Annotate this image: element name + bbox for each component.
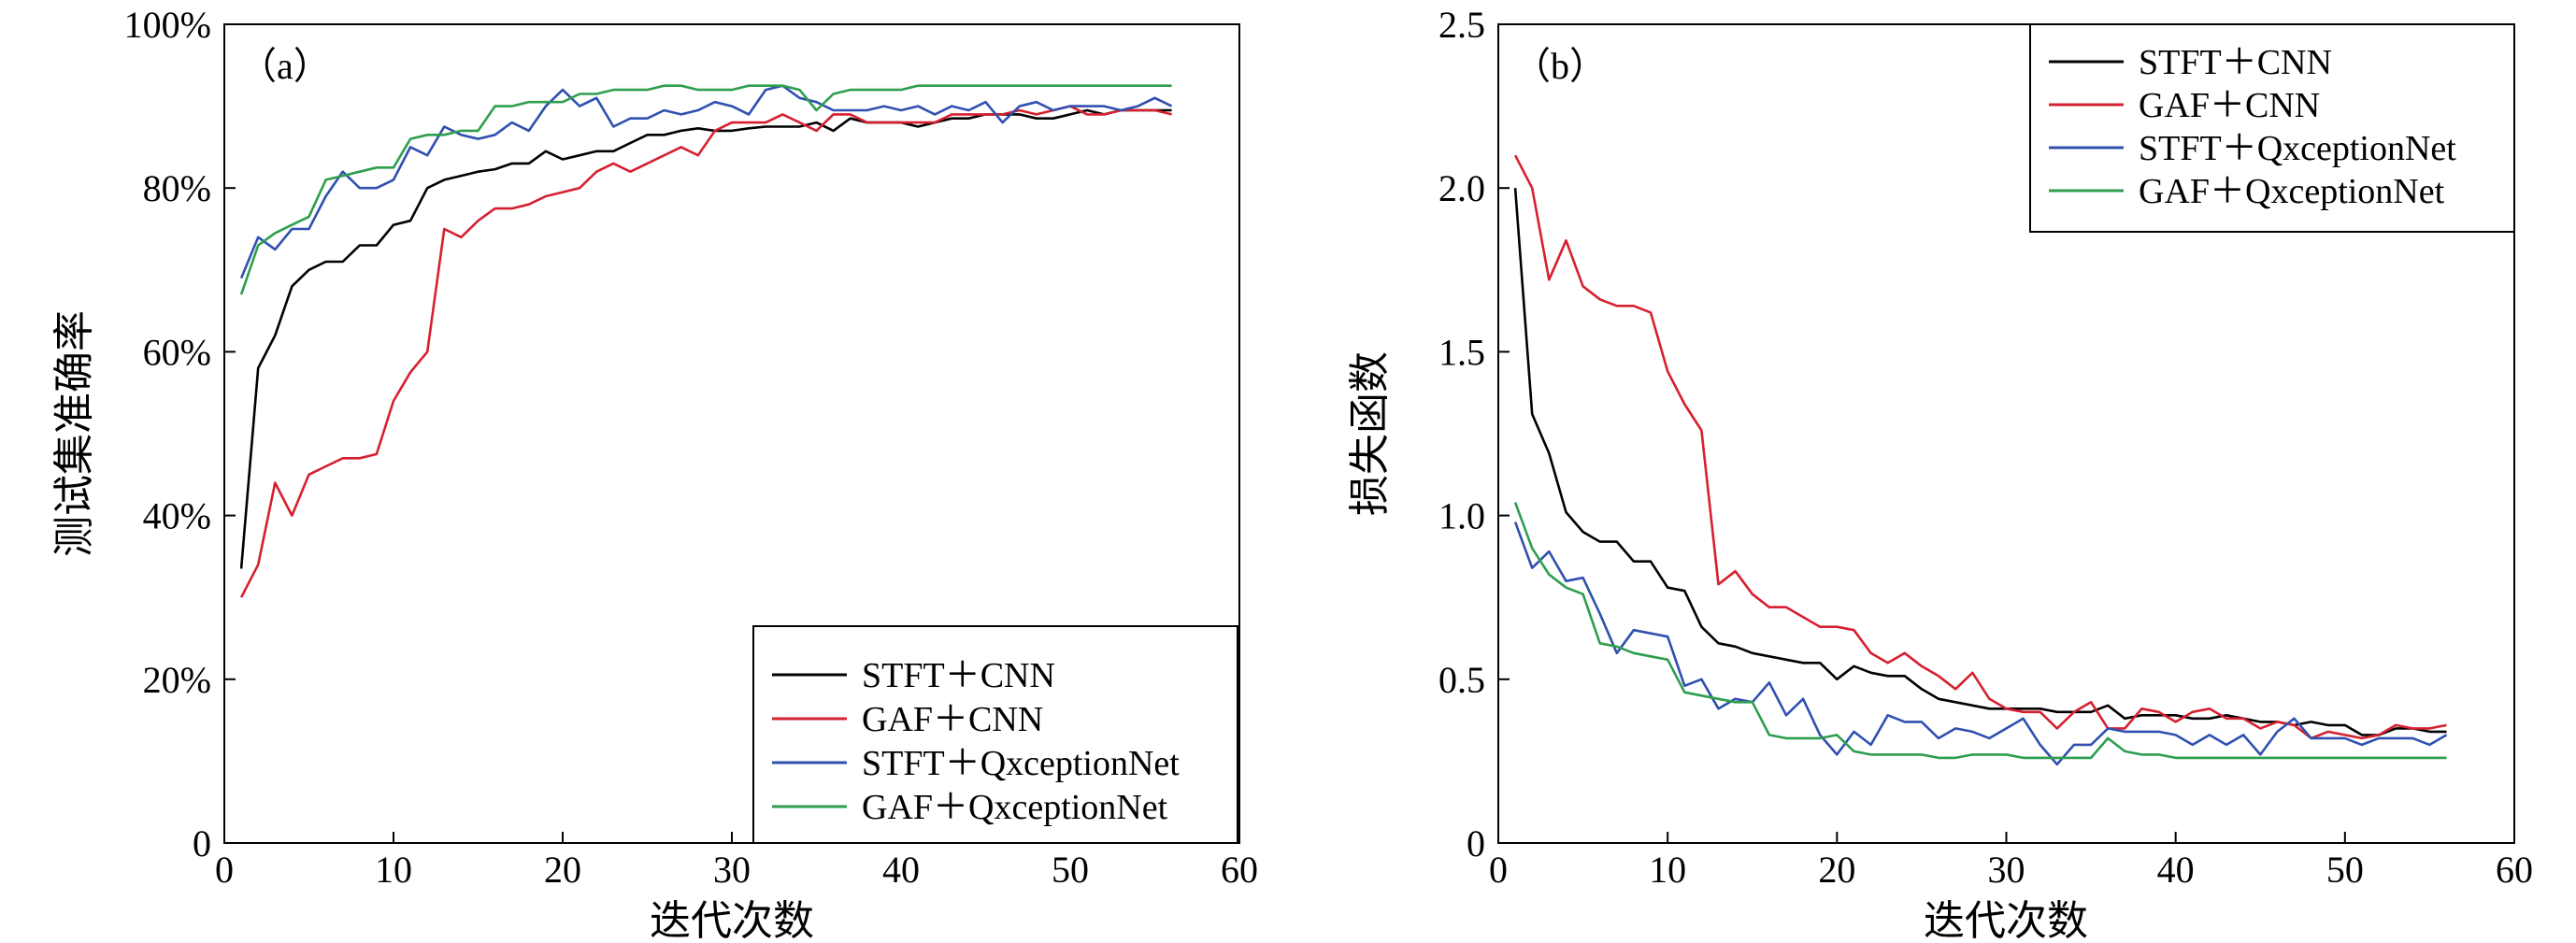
series-line-3 (1513, 522, 2448, 766)
legend-label: STFT＋CNN (2139, 43, 2332, 82)
x-tick-labels: 0 10 20 30 40 50 60 (215, 849, 1258, 891)
y-tick-label: 1.5 (1438, 331, 1485, 373)
panel-label: （b） (1513, 45, 1607, 87)
series-lines (1513, 154, 2448, 766)
series-line-4 (1513, 502, 2447, 760)
x-tick-labels: 0 10 20 30 40 50 60 (1489, 849, 2533, 891)
legend-label: GAF＋QxceptionNet (2139, 172, 2445, 211)
y-tick-label: 40% (143, 495, 211, 537)
x-tick-label: 50 (1052, 849, 1089, 891)
x-tick-label: 0 (1489, 849, 1508, 891)
y-tick-label: 100% (124, 4, 211, 46)
x-tick-label: 30 (1988, 849, 2025, 891)
y-axis-title: 测试集准确率 (50, 310, 98, 557)
y-tick-labels: 0 0.5 1.0 1.5 2.0 2.5 (1438, 4, 1485, 864)
y-tick-labels: 0 20% 40% 60% 80% 100% (124, 4, 211, 864)
series-line-2 (1513, 154, 2447, 740)
series-line-1 (239, 108, 1172, 569)
legend: STFT＋CNN GAF＋CNN STFT＋QxceptionNet GAF＋Qxce… (752, 625, 1238, 844)
series-line-3 (239, 84, 1173, 279)
series-line-2 (239, 105, 1172, 598)
y-tick-label: 0.5 (1438, 659, 1485, 701)
legend-label: GAF＋CNN (862, 700, 1043, 739)
y-axis-title: 损失函数 (1346, 351, 1394, 516)
y-tick-label: 20% (143, 659, 211, 701)
panel-accuracy: 0 10 20 30 40 50 60 0 20% 40% 60% 80% 100% （a） 迭代次数… (50, 4, 1258, 943)
x-tick-label: 40 (882, 849, 920, 891)
x-tick-label: 60 (1221, 849, 1258, 891)
y-tick-label: 0 (1467, 822, 1485, 864)
series-line-4 (239, 84, 1172, 295)
y-tick-label: 0 (193, 822, 211, 864)
panel-loss: 0 10 20 30 40 50 60 00.51.01.52.02.5 （b） 迭代次数 … (1346, 4, 2533, 943)
series-line-1 (1513, 188, 2447, 736)
legend: STFT＋CNN GAF＋CNN STFT＋QxceptionNet GAF＋Qxce… (2029, 23, 2515, 233)
x-tick-label: 10 (1649, 849, 1686, 891)
x-tick-label: 50 (2326, 849, 2364, 891)
tick-marks (1497, 23, 2515, 844)
legend-label: STFT＋QxceptionNet (2139, 129, 2456, 168)
y-tick-label: 80% (143, 167, 211, 209)
legend-label: STFT＋CNN (862, 656, 1055, 695)
x-tick-label: 10 (375, 849, 412, 891)
legend-label: GAF＋QxceptionNet (862, 788, 1168, 827)
x-axis-title: 迭代次数 (650, 897, 814, 943)
x-tick-label: 40 (2157, 849, 2195, 891)
series-lines (239, 84, 1173, 598)
x-tick-label: 30 (713, 849, 751, 891)
legend-label: GAF＋CNN (2139, 86, 2320, 125)
legend-label: STFT＋QxceptionNet (862, 744, 1180, 783)
y-tick-label: 1.0 (1438, 495, 1485, 537)
x-tick-label: 60 (2496, 849, 2533, 891)
x-tick-label: 0 (215, 849, 234, 891)
y-tick-label: 60% (143, 331, 211, 373)
x-tick-label: 20 (1818, 849, 1855, 891)
y-tick-label: 2.0 (1438, 167, 1485, 209)
panel-label: （a） (239, 45, 331, 87)
x-tick-label: 20 (544, 849, 581, 891)
legend-box (2029, 23, 2515, 233)
y-tick-label: 2.5 (1438, 4, 1485, 46)
x-axis-title: 迭代次数 (1924, 897, 2088, 943)
